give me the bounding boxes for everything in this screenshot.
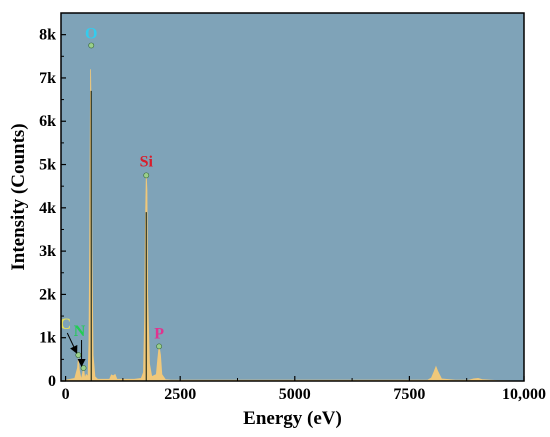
peak-marker	[88, 42, 95, 49]
spectrum-series	[60, 69, 525, 382]
y-tick-label: 2k	[39, 286, 56, 303]
y-tick-label: 8k	[39, 27, 56, 44]
peak-label-n: N	[74, 323, 86, 340]
peak-marker	[143, 172, 150, 179]
peak-label-p: P	[154, 325, 164, 342]
y-tick-label: 5k	[39, 157, 56, 174]
peak-label-c: C	[60, 316, 72, 333]
peak-label-si: Si	[140, 153, 154, 170]
y-tick-label: 1k	[39, 330, 56, 347]
y-tick-label: 4k	[39, 200, 56, 217]
peak-label-o: O	[85, 25, 97, 42]
x-axis-title: Energy (eV)	[243, 408, 342, 429]
plot-frame	[60, 12, 525, 382]
x-tick-label: 5000	[279, 386, 311, 403]
peak-marker	[156, 343, 163, 350]
peak-annotations: O Si P C N	[60, 25, 164, 371]
y-axis: 0 1k 2k 3k 4k 5k 6k 7k 8k	[39, 27, 66, 390]
plot-area	[61, 13, 524, 381]
x-axis: 0 2500 5000 7500 10,000	[62, 376, 546, 403]
y-tick-label: 7k	[39, 70, 56, 87]
peak-marker	[80, 365, 87, 371]
peak-arrow-c	[66, 332, 78, 354]
y-tick-label: 6k	[39, 113, 56, 130]
y-tick-label: 0	[48, 373, 56, 390]
x-tick-label: 10,000	[502, 386, 546, 403]
y-tick-label: 3k	[39, 243, 56, 260]
x-tick-label: 2500	[164, 386, 196, 403]
peak-marker	[75, 352, 82, 358]
x-tick-label: 7500	[393, 386, 425, 403]
y-axis-title: Intensity (Counts)	[8, 123, 29, 270]
x-tick-label: 0	[62, 386, 70, 403]
spectrum-area	[60, 69, 525, 382]
